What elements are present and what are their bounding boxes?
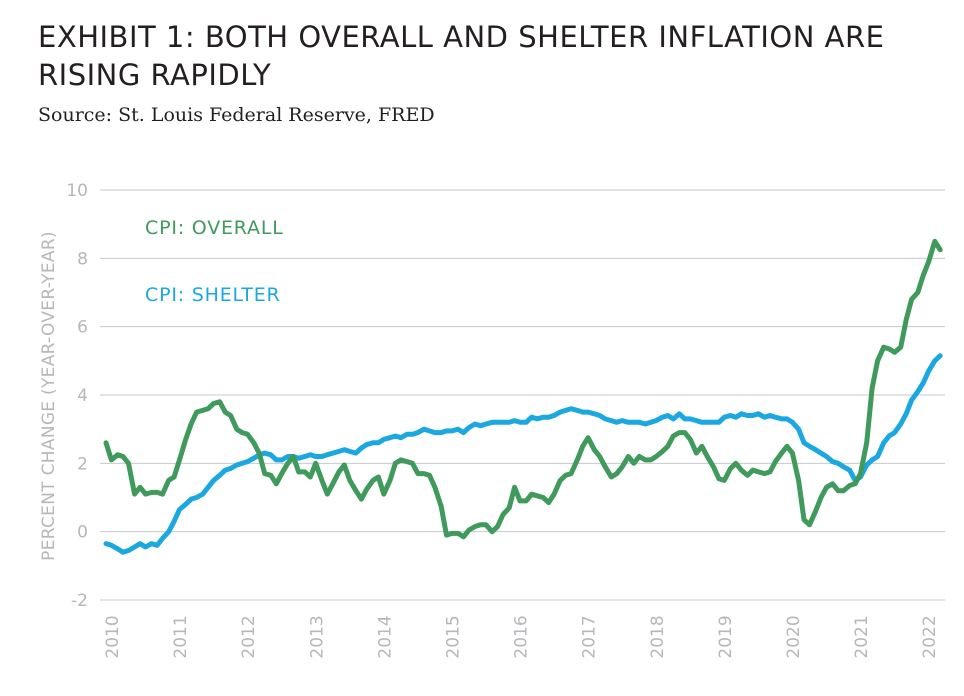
y-tick-label: 0 — [77, 523, 88, 543]
x-tick-label: 2018 — [648, 615, 668, 658]
x-tick-label: 2017 — [580, 615, 600, 658]
legend-shelter: CPI: SHELTER — [145, 284, 281, 306]
x-tick-label: 2022 — [920, 615, 940, 658]
legend-overall: CPI: OVERALL — [145, 217, 284, 239]
x-tick-label: 2015 — [443, 615, 463, 658]
y-axis-ticks: -2 0 2 4 6 8 10 — [66, 181, 88, 611]
y-axis-label: PERCENT CHANGE (YEAR-OVER-YEAR) — [39, 231, 59, 561]
x-tick-label: 2021 — [852, 615, 872, 658]
x-tick-label: 2020 — [784, 615, 804, 658]
chart-source: Source: St. Louis Federal Reserve, FRED — [38, 104, 435, 126]
chart-title: EXHIBIT 1: BOTH OVERALL AND SHELTER INFL… — [38, 20, 885, 92]
y-tick-label: 4 — [77, 386, 88, 406]
y-tick-label: 2 — [77, 454, 88, 474]
y-tick-label: 10 — [66, 181, 88, 201]
y-tick-label: 8 — [77, 249, 88, 269]
x-tick-label: 2014 — [375, 615, 395, 658]
x-tick-label: 2011 — [171, 615, 191, 658]
x-tick-label: 2019 — [716, 615, 736, 658]
series-line-overall — [103, 238, 943, 540]
series-line-shelter — [103, 353, 943, 555]
gridlines — [100, 189, 945, 601]
x-tick-label: 2013 — [307, 615, 327, 658]
x-axis-ticks: 2010 2011 2012 2013 2014 2015 2016 2017 2018 2019… — [103, 615, 940, 658]
x-tick-label: 2012 — [239, 615, 259, 658]
x-tick-label: 2010 — [103, 615, 123, 658]
y-tick-label: -2 — [71, 591, 88, 611]
y-tick-label: 6 — [77, 318, 88, 338]
series-lines — [103, 238, 943, 555]
x-tick-label: 2016 — [512, 615, 532, 658]
